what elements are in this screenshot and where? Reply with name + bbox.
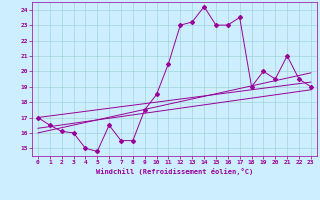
X-axis label: Windchill (Refroidissement éolien,°C): Windchill (Refroidissement éolien,°C) bbox=[96, 168, 253, 175]
